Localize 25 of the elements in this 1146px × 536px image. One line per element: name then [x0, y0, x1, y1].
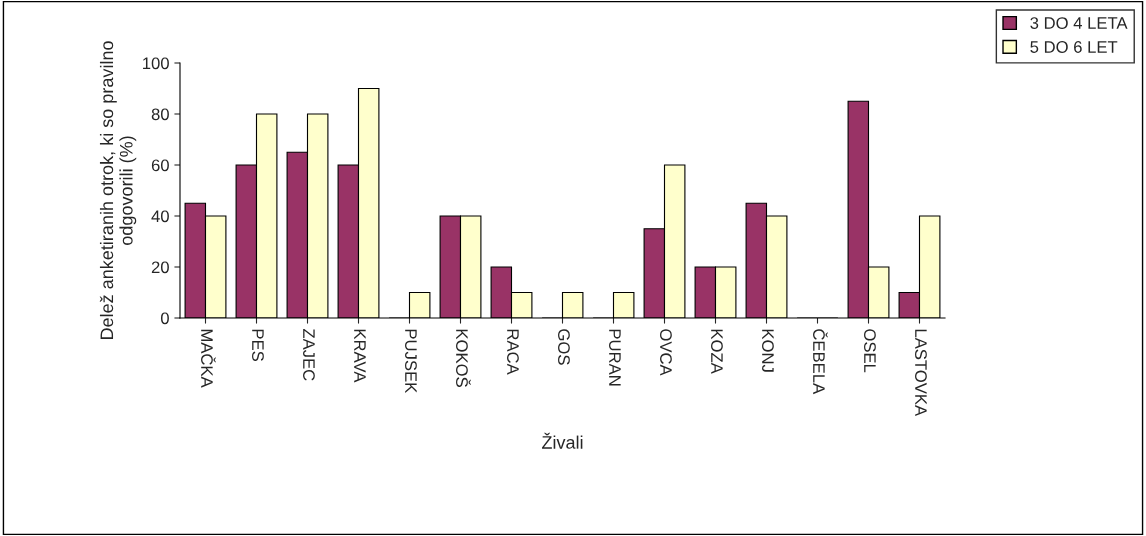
- x-tick-label: ZAJEC: [303, 328, 315, 381]
- x-tick-label: ČEBELA: [813, 329, 828, 395]
- legend-label: 5 DO 6 LET: [1030, 41, 1118, 53]
- y-tick-label: 80: [151, 108, 169, 121]
- x-axis-title: Živali: [542, 432, 583, 449]
- y-axis-title: Delež anketiranih otrok, ki so pravilno odgovorili (%): [99, 41, 137, 340]
- x-tick-label: KOKOŠ: [456, 329, 471, 387]
- x-tick-label: LASTOVKA: [915, 329, 927, 417]
- x-tick-label: PUJSEK: [405, 329, 417, 394]
- x-tick-label: OSEL: [864, 329, 876, 373]
- x-tick-label: RACA: [507, 329, 519, 375]
- x-tick-label: KRAVA: [354, 329, 366, 383]
- x-tick-label: PURAN: [609, 329, 621, 386]
- x-tick-label: KONJ: [762, 329, 774, 372]
- y-tick-label: 40: [151, 210, 169, 223]
- y-tick-label: 0: [160, 312, 169, 325]
- y-tick-label: 60: [151, 159, 169, 172]
- x-tick-label: PES: [252, 329, 264, 361]
- y-tick-label: 20: [151, 261, 169, 274]
- x-tick-label: KOZA: [711, 329, 723, 374]
- x-tick-label: MAČKA: [201, 329, 216, 388]
- legend-label: 3 DO 4 LETA: [1030, 17, 1128, 29]
- x-tick-label: GOS: [558, 329, 570, 365]
- x-tick-label: OVCA: [660, 329, 672, 376]
- y-tick-label: 100: [143, 57, 169, 70]
